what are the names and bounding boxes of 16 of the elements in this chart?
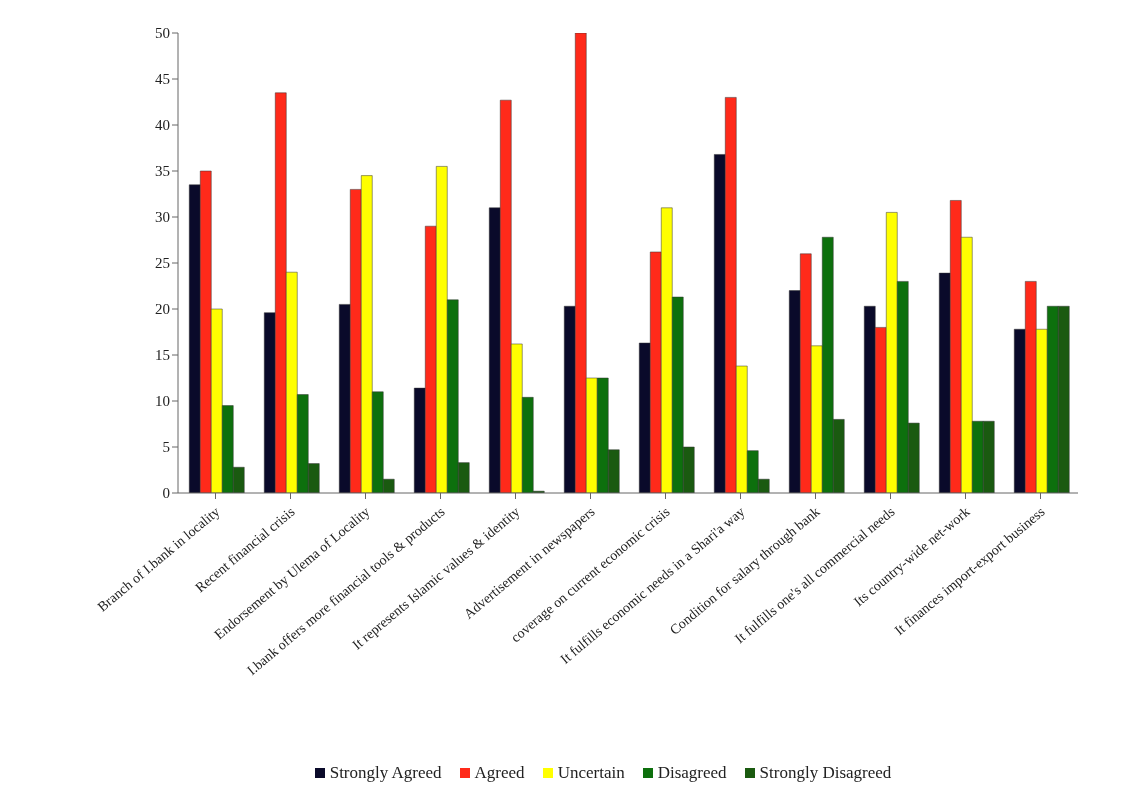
- y-tick-label: 35: [155, 163, 170, 180]
- y-tick-label: 30: [155, 209, 170, 226]
- y-tick-label: 0: [162, 485, 170, 502]
- y-tick-label: 10: [155, 393, 170, 410]
- y-tick-label: 25: [155, 255, 170, 272]
- y-tick-label: 15: [155, 347, 170, 364]
- legend-label: Agreed: [474, 763, 525, 783]
- legend-label: Disagreed: [657, 763, 727, 783]
- legend-label: Uncertain: [557, 763, 625, 783]
- y-tick-label: 5: [162, 439, 170, 456]
- y-tick-label: 40: [155, 117, 170, 134]
- legend-label: Strongly Disagreed: [759, 763, 892, 783]
- y-tick-label: 45: [155, 71, 170, 88]
- y-tick-label: 20: [155, 301, 170, 318]
- legend-label: Strongly Agreed: [329, 763, 442, 783]
- y-tick-label: 50: [155, 25, 170, 42]
